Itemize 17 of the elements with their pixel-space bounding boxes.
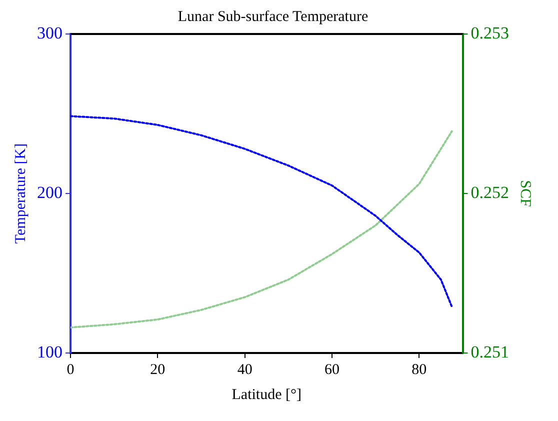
x-tick-label: 20 bbox=[150, 362, 166, 378]
chart-title: Lunar Sub-surface Temperature bbox=[178, 8, 368, 25]
x-tick-label: 40 bbox=[237, 362, 252, 378]
y-tick-label: 100 bbox=[37, 342, 62, 362]
line-series bbox=[70, 130, 453, 328]
y-axis-title: Temperature [K] bbox=[12, 143, 29, 244]
x-axis-title: Latitude [°] bbox=[232, 386, 302, 403]
y2-tick-label: 0.252 bbox=[470, 182, 509, 202]
x-tick-label: 80 bbox=[412, 362, 427, 378]
y2-axis-title: SCF bbox=[517, 180, 534, 207]
y-tick-label: 200 bbox=[37, 182, 62, 202]
x-tick-label: 60 bbox=[324, 362, 340, 378]
y-tick-label: 300 bbox=[37, 23, 62, 42]
line-series bbox=[70, 115, 453, 308]
y2-tick-label: 0.251 bbox=[470, 342, 509, 362]
x-tick-label: 0 bbox=[66, 362, 74, 378]
y2-tick-label: 0.253 bbox=[470, 23, 509, 42]
